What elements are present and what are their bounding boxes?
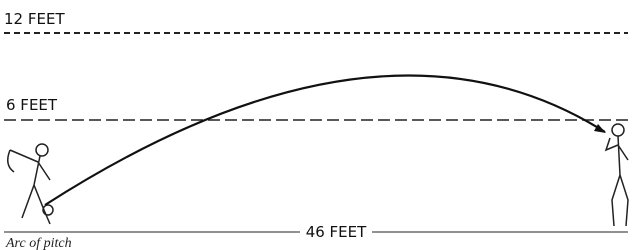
pitch-arc <box>45 76 605 205</box>
batter <box>606 124 628 226</box>
distance-label: 46 FEET <box>306 223 367 241</box>
pitcher <box>8 144 53 224</box>
diagram: 12 FEET 6 FEET 46 FEET Arc of pitch <box>0 0 637 250</box>
height-label: 6 FEET <box>6 96 58 114</box>
caption: Arc of pitch <box>5 236 72 250</box>
height-label: 12 FEET <box>4 10 65 28</box>
